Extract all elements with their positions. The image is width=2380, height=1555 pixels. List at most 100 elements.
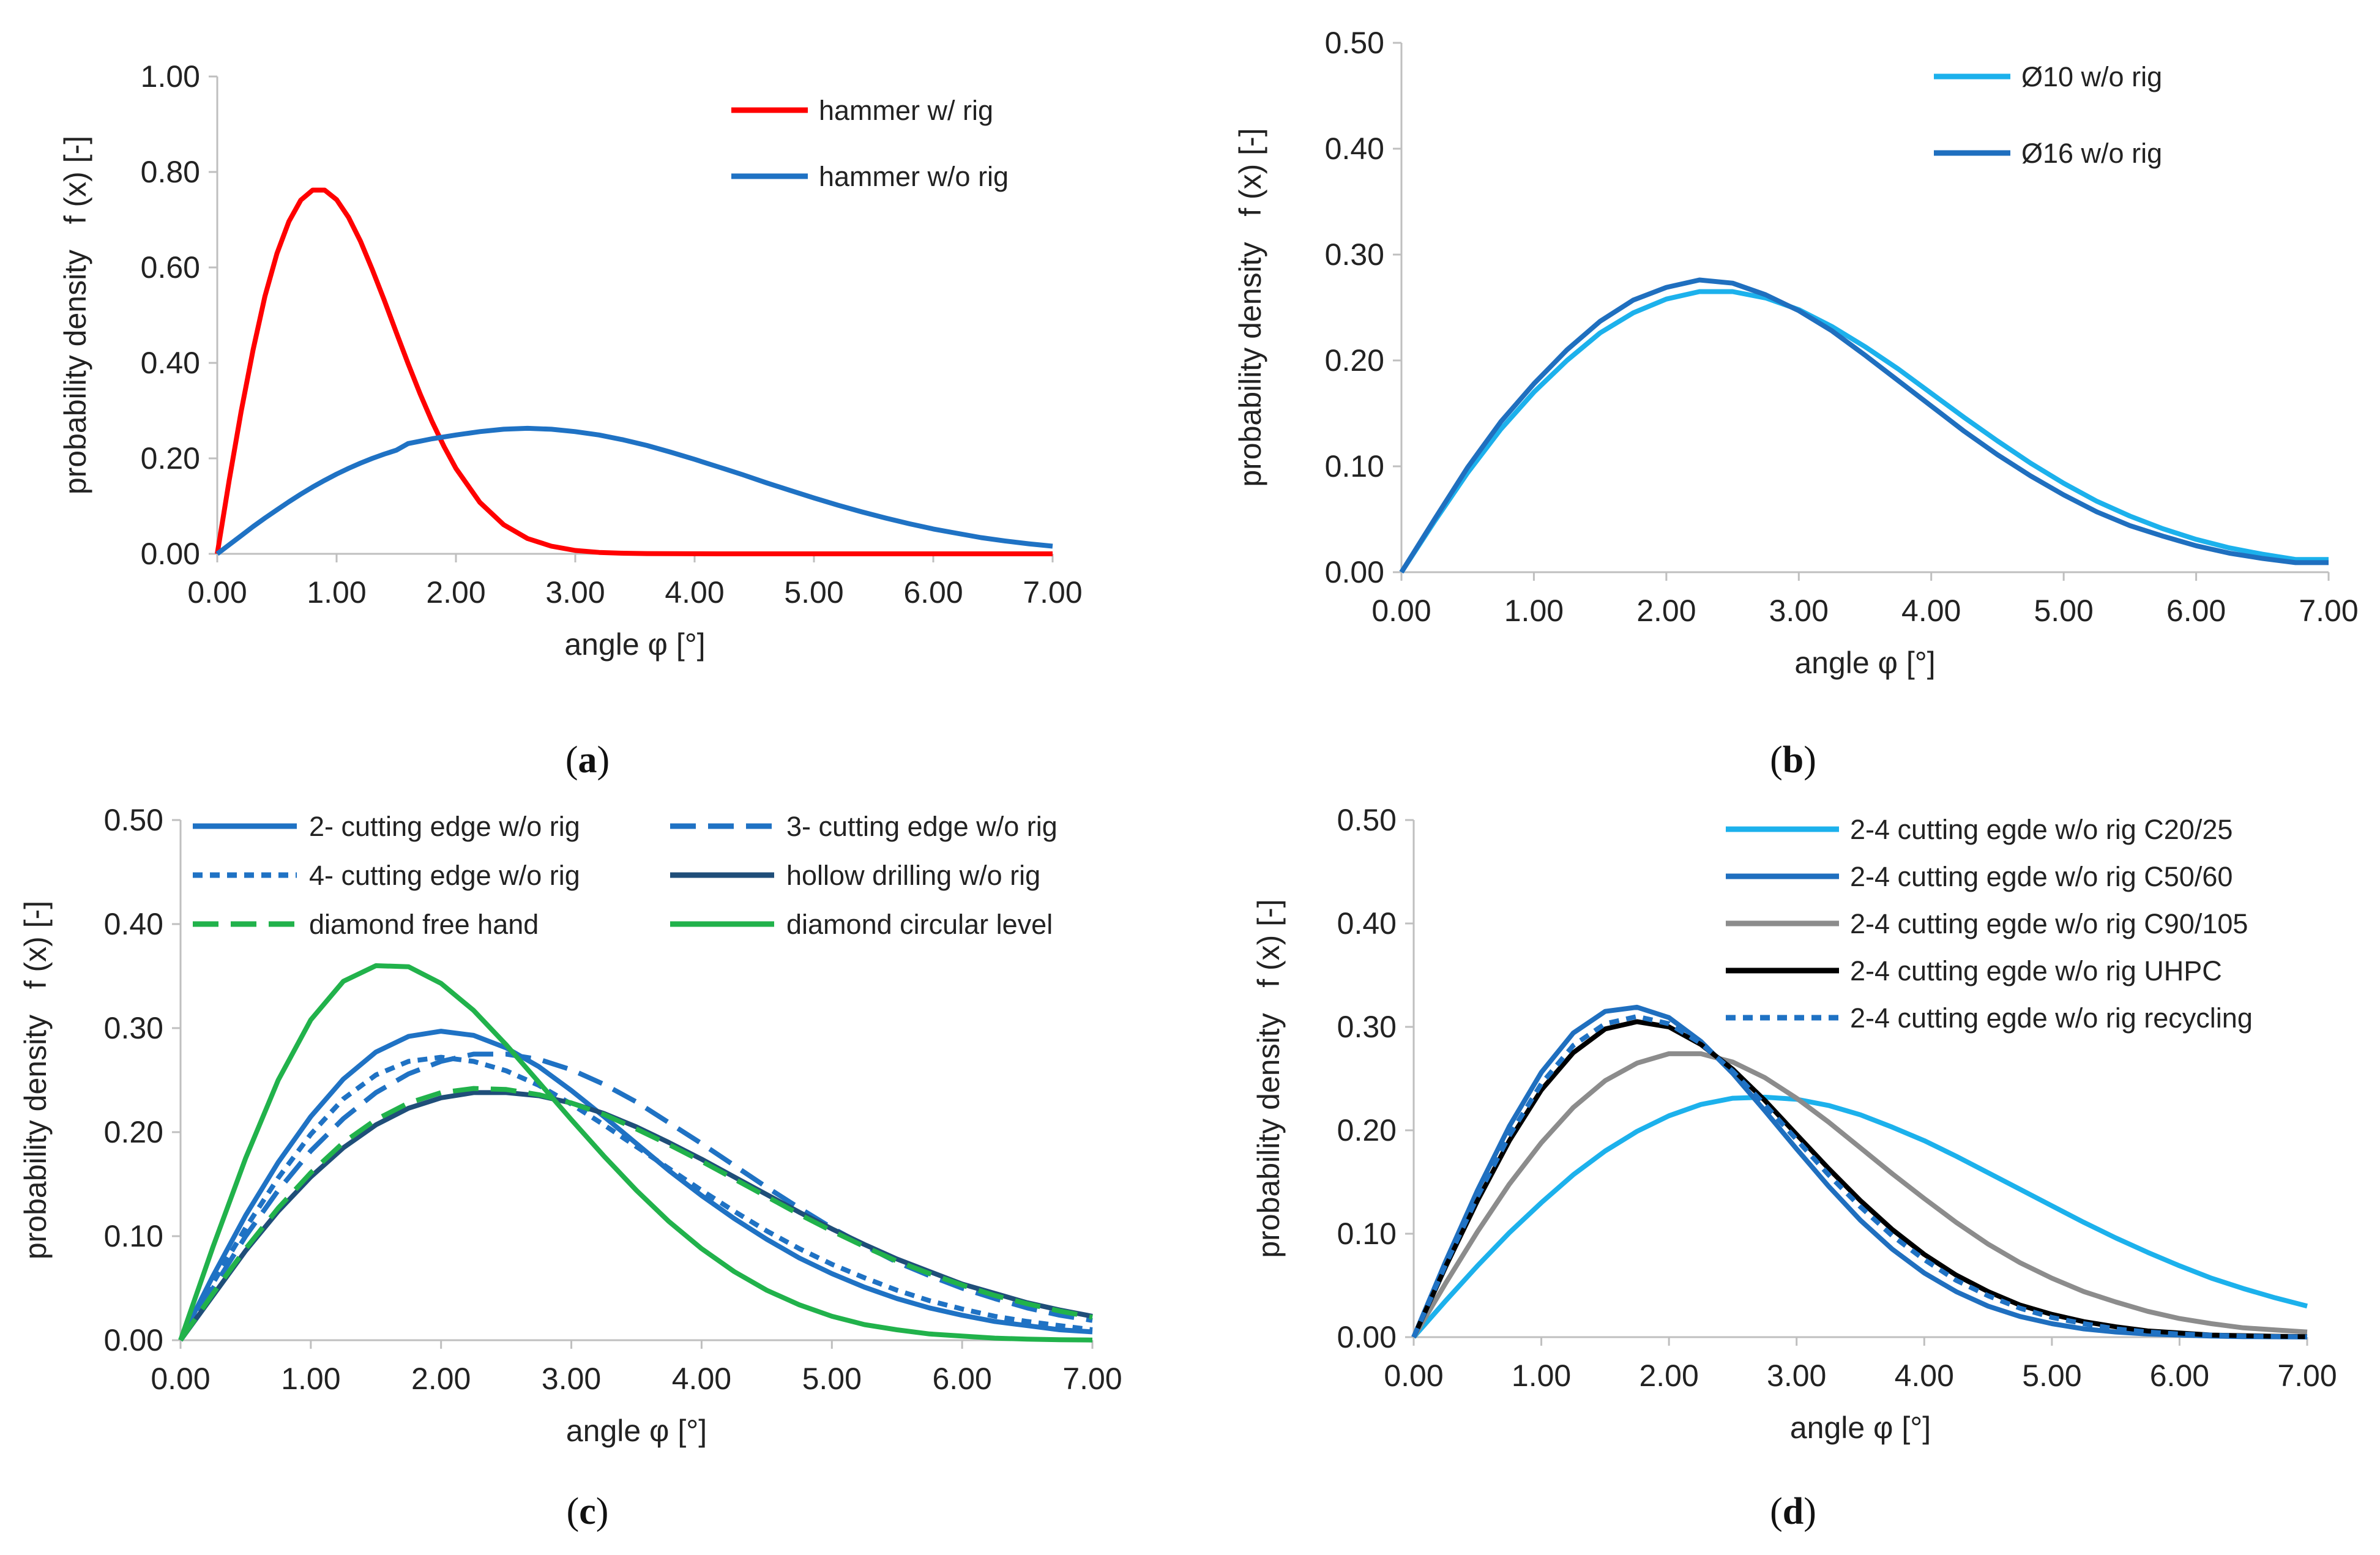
series-line-2-cutting-edge-w-o-rig <box>178 1029 1093 1341</box>
x-axis-label: angle φ [°] <box>564 627 705 662</box>
series-line-2-4-cutting-egde-w-o-rig-uhpc <box>1411 1019 2308 1340</box>
panel-a-chart: 0.00 0.20 0.40 0.60 0.80 1.00 0.00 1.00 2.00 3.00… <box>58 59 1083 781</box>
y-axis-label: probability density f (x) [-] <box>58 136 92 494</box>
x-tick-label: 5.00 <box>2022 1359 2081 1393</box>
x-tick-label: 7.00 <box>1023 575 1082 610</box>
x-tick-label: 6.00 <box>2166 594 2226 628</box>
y-tick-label: 0.10 <box>1337 1217 1397 1251</box>
x-tick-label: 5.00 <box>2034 594 2093 628</box>
series-line-2-4-cutting-egde-w-o-rig-recycling <box>1411 1014 2308 1340</box>
x-tick-label: 1.00 <box>1512 1359 1571 1393</box>
y-tick-label: 0.20 <box>1337 1113 1397 1147</box>
x-tick-label: 0.00 <box>1384 1359 1443 1393</box>
y-tick-label: 0.50 <box>1325 26 1384 60</box>
legend-label-3-cutting-edge-w-o-rig: 3- cutting edge w/o rig <box>786 811 1058 842</box>
series-line-hammer-w-rig <box>215 187 1053 556</box>
y-tick-label: 0.00 <box>1325 555 1384 589</box>
x-axis-label: angle φ [°] <box>1790 1411 1931 1445</box>
legend-label-2-4-cutting-egde-w-o-rig-c20-25: 2-4 cutting egde w/o rig C20/25 <box>1850 814 2233 845</box>
y-tick-label: 0.00 <box>1337 1320 1397 1354</box>
panel-d-chart: 0.00 0.10 0.20 0.30 0.40 0.50 0.00 1.00 2.00 3.00… <box>1252 803 2337 1532</box>
series-line-hammer-w-o-rig <box>215 425 1053 556</box>
y-tick-label: 0.10 <box>104 1219 163 1253</box>
y-tick-label: 0.20 <box>141 441 200 475</box>
legend-label-diamond-circular-level: diamond circular level <box>786 909 1053 940</box>
series-line-diamond-circular-level <box>178 963 1093 1343</box>
legend-label-2-4-cutting-egde-w-o-rig-c50-60: 2-4 cutting egde w/o rig C50/60 <box>1850 861 2233 892</box>
panel-c-chart: 0.00 0.10 0.20 0.30 0.40 0.50 0.00 1.00 2.00 3.00… <box>18 803 1122 1532</box>
y-tick-label: 0.40 <box>104 907 163 941</box>
x-tick-label: 6.00 <box>2150 1359 2209 1393</box>
x-tick-label: 3.00 <box>545 575 605 610</box>
x-tick-label: 4.00 <box>1901 594 1961 628</box>
caption-close-paren: ) <box>1804 739 1816 781</box>
y-tick-label: 0.40 <box>1325 132 1384 166</box>
caption-letter: b <box>1783 739 1804 781</box>
series-line-diamond-free-hand <box>178 1086 1093 1342</box>
x-tick-label: 0.00 <box>1371 594 1431 628</box>
legend-label-2-4-cutting-egde-w-o-rig-recycling: 2-4 cutting egde w/o rig recycling <box>1850 1002 2253 1034</box>
series-line-2-4-cutting-egde-w-o-rig-c90-105 <box>1411 1051 2308 1339</box>
x-tick-label: 7.00 <box>2277 1359 2337 1393</box>
legend-label-diamond-free-hand: diamond free hand <box>309 909 539 940</box>
x-tick-label: 4.00 <box>672 1362 731 1396</box>
panel-b-chart: 0.00 0.10 0.20 0.30 0.40 0.50 0.00 1.00 2.00 3.00… <box>1233 26 2359 781</box>
caption-open-paren: ( <box>1770 739 1783 781</box>
caption-open-paren: ( <box>567 1491 580 1532</box>
series-line-4-cutting-edge-w-o-rig <box>178 1054 1093 1341</box>
y-tick-label: 0.50 <box>1337 803 1397 837</box>
y-tick-label: 1.00 <box>141 59 200 94</box>
panel-caption: (b) <box>1770 739 1816 781</box>
series-line-hollow-drilling-w-o-rig <box>178 1090 1093 1342</box>
x-tick-label: 6.00 <box>903 575 963 610</box>
y-axis-label: probability density f (x) [-] <box>1252 899 1286 1258</box>
x-tick-label: 1.00 <box>281 1362 340 1396</box>
panel-caption: (d) <box>1770 1491 1816 1532</box>
series-line-10-w-o-rig <box>1399 289 2329 574</box>
x-tick-label: 2.00 <box>1639 1359 1698 1393</box>
x-tick-label: 0.00 <box>187 575 247 610</box>
x-tick-label: 5.00 <box>802 1362 862 1396</box>
y-tick-label: 0.10 <box>1325 449 1384 483</box>
panel-caption: (c) <box>567 1491 609 1532</box>
y-tick-label: 0.80 <box>141 155 200 189</box>
x-axis-label: angle φ [°] <box>1794 646 1935 680</box>
y-tick-label: 0.00 <box>104 1323 163 1357</box>
legend-label-2-cutting-edge-w-o-rig: 2- cutting edge w/o rig <box>309 811 580 842</box>
x-tick-label: 5.00 <box>784 575 843 610</box>
x-tick-label: 1.00 <box>1504 594 1564 628</box>
y-tick-label: 0.30 <box>1337 1010 1397 1044</box>
legend-label-16-w-o-rig: Ø16 w/o rig <box>2021 138 2162 169</box>
series-line-2-4-cutting-egde-w-o-rig-c50-60 <box>1411 1004 2308 1340</box>
y-axis-label: probability density f (x) [-] <box>18 901 53 1259</box>
legend-label-hammer-w-o-rig: hammer w/o rig <box>819 161 1009 192</box>
panel-caption: (a) <box>565 739 610 781</box>
y-tick-label: 0.20 <box>1325 343 1384 378</box>
caption-open-paren: ( <box>1770 1491 1783 1532</box>
legend-label-2-4-cutting-egde-w-o-rig-c90-105: 2-4 cutting egde w/o rig C90/105 <box>1850 908 2248 939</box>
y-tick-label: 0.40 <box>1337 906 1397 941</box>
x-tick-label: 7.00 <box>2299 594 2358 628</box>
x-tick-label: 3.00 <box>1767 1359 1826 1393</box>
x-tick-label: 3.00 <box>542 1362 601 1396</box>
y-tick-label: 0.40 <box>141 346 200 380</box>
legend-label-hollow-drilling-w-o-rig: hollow drilling w/o rig <box>786 860 1040 891</box>
x-tick-label: 2.00 <box>411 1362 471 1396</box>
y-tick-label: 0.20 <box>104 1115 163 1149</box>
caption-letter: c <box>579 1491 596 1532</box>
series-line-2-4-cutting-egde-w-o-rig-c20-25 <box>1411 1094 2308 1339</box>
x-tick-label: 6.00 <box>932 1362 991 1396</box>
y-tick-label: 0.00 <box>141 537 200 571</box>
legend-label-2-4-cutting-egde-w-o-rig-uhpc: 2-4 cutting egde w/o rig UHPC <box>1850 955 2222 986</box>
x-tick-label: 1.00 <box>307 575 366 610</box>
y-tick-label: 0.30 <box>104 1011 163 1045</box>
x-tick-label: 3.00 <box>1769 594 1829 628</box>
caption-close-paren: ) <box>597 739 610 781</box>
x-tick-label: 0.00 <box>151 1362 210 1396</box>
legend-label-4-cutting-edge-w-o-rig: 4- cutting edge w/o rig <box>309 860 580 891</box>
x-tick-label: 2.00 <box>1636 594 1696 628</box>
x-tick-label: 7.00 <box>1062 1362 1122 1396</box>
y-tick-label: 0.50 <box>104 803 163 837</box>
legend-label-10-w-o-rig: Ø10 w/o rig <box>2021 61 2162 92</box>
